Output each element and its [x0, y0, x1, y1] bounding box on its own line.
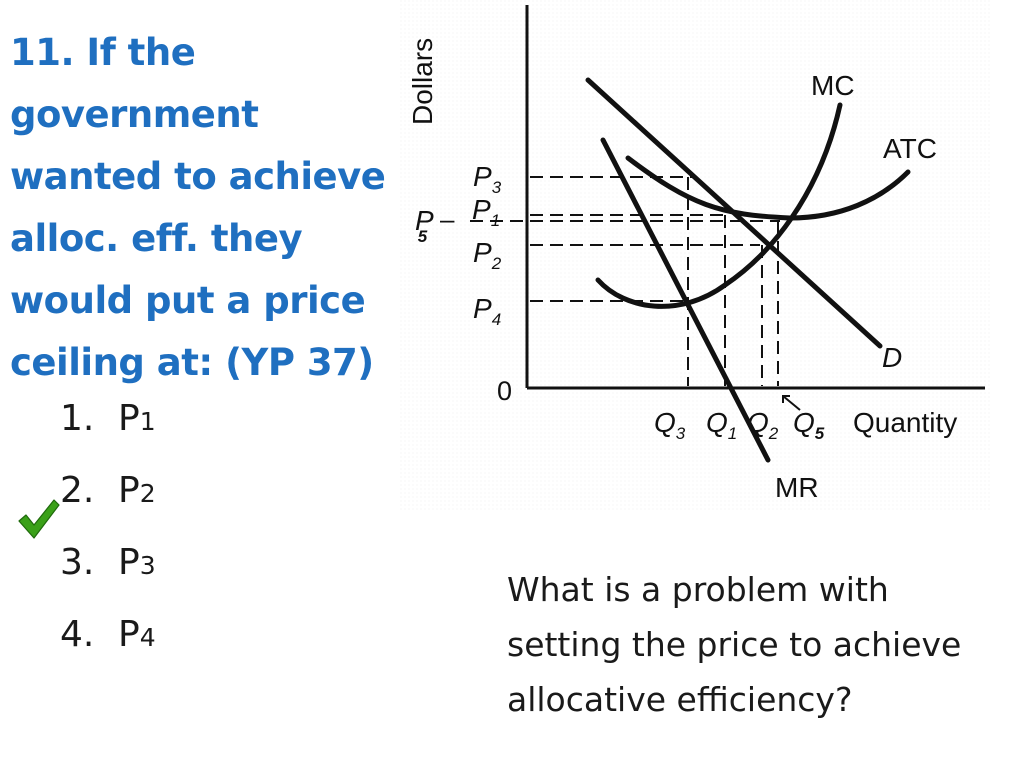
p3-label: P3 — [473, 161, 502, 197]
answer-subscript: 1 — [139, 407, 156, 436]
question-line: 11. If the — [10, 31, 196, 74]
question-line: ceiling at: (YP 37) — [10, 341, 374, 384]
checkmark-icon — [18, 499, 60, 539]
p5-dash: – — [440, 204, 455, 234]
followup-question: What is a problem with setting the price… — [507, 562, 1017, 727]
diagram-background — [400, 0, 990, 510]
origin-label: 0 — [497, 376, 512, 406]
mr-label: MR — [775, 472, 819, 503]
marginal-revenue-curve — [600, 137, 771, 463]
answer-option-3[interactable]: 3. P3 — [60, 542, 220, 602]
answer-number: 1. — [60, 398, 95, 439]
question-text: 11. If the government wanted to achieve … — [10, 22, 405, 394]
answer-subscript: 4 — [139, 623, 156, 652]
answer-number: 3. — [60, 542, 95, 583]
followup-line: allocative efficiency? — [507, 680, 853, 719]
p1-label: P1 — [472, 194, 500, 230]
answer-label: P — [118, 470, 140, 511]
atc-label: ATC — [883, 133, 937, 164]
mc-label: MC — [811, 70, 855, 101]
q5-label: Q5 — [793, 407, 825, 443]
q1-label: Q1 — [706, 407, 737, 443]
demand-label: D — [882, 342, 902, 373]
question-line: alloc. eff. they — [10, 217, 303, 260]
y-axis-label: Dollars — [407, 38, 438, 125]
answer-subscript: 3 — [139, 551, 156, 580]
q3-label: Q3 — [654, 407, 686, 443]
followup-line: What is a problem with — [507, 570, 889, 609]
question-line: government — [10, 93, 259, 136]
q5-arrowhead — [782, 395, 790, 403]
answer-label: P — [118, 542, 140, 583]
answer-option-1[interactable]: 1. P1 — [60, 398, 220, 458]
answer-option-2[interactable]: 2. P2 — [60, 470, 220, 530]
q2-label: Q2 — [747, 407, 779, 443]
q5-arrow — [782, 395, 801, 411]
mc-curve — [595, 102, 843, 309]
answer-number: 2. — [60, 470, 95, 511]
answer-label: P — [118, 614, 140, 655]
question-line: would put a price — [10, 279, 366, 322]
answer-label: P — [118, 398, 140, 439]
answer-subscript: 2 — [139, 479, 156, 508]
question-line: wanted to achieve — [10, 155, 386, 198]
x-axis-label: Quantity — [853, 407, 957, 438]
answer-option-4[interactable]: 4. P4 — [60, 614, 220, 674]
p4-label: P4 — [473, 293, 501, 329]
answer-number: 4. — [60, 614, 95, 655]
p2-label: P2 — [473, 237, 502, 273]
followup-line: setting the price to achieve — [507, 625, 962, 664]
